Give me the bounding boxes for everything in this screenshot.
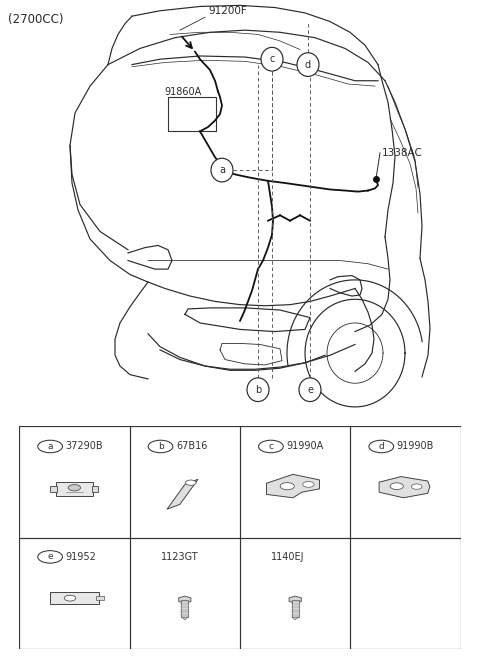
Circle shape — [38, 550, 62, 563]
Bar — [50, 486, 57, 491]
Text: a: a — [48, 442, 53, 451]
Polygon shape — [167, 480, 198, 509]
Bar — [56, 482, 93, 496]
Text: c: c — [268, 442, 274, 451]
Text: 91990B: 91990B — [397, 441, 434, 451]
Polygon shape — [289, 596, 301, 604]
Text: d: d — [378, 442, 384, 451]
Bar — [96, 596, 104, 600]
Text: b: b — [157, 442, 163, 451]
Circle shape — [186, 480, 196, 485]
Polygon shape — [379, 476, 430, 498]
Circle shape — [280, 483, 294, 490]
Text: 37290B: 37290B — [66, 441, 103, 451]
Polygon shape — [266, 474, 320, 498]
Text: a: a — [219, 165, 225, 175]
Circle shape — [148, 440, 173, 453]
Text: 91990A: 91990A — [287, 441, 324, 451]
Polygon shape — [292, 617, 299, 620]
Circle shape — [38, 440, 62, 453]
Circle shape — [64, 595, 76, 601]
Circle shape — [411, 484, 422, 489]
Circle shape — [247, 378, 269, 401]
Text: (2700CC): (2700CC) — [8, 13, 63, 26]
Circle shape — [299, 378, 321, 401]
Text: 1338AC: 1338AC — [382, 148, 423, 158]
Text: 1140EJ: 1140EJ — [271, 552, 304, 562]
Text: d: d — [305, 60, 311, 70]
Circle shape — [261, 47, 283, 71]
Polygon shape — [179, 596, 191, 604]
Polygon shape — [292, 600, 299, 617]
Polygon shape — [181, 617, 188, 620]
Text: 91200F: 91200F — [208, 6, 247, 16]
Circle shape — [259, 440, 283, 453]
Text: e: e — [307, 384, 313, 395]
Circle shape — [369, 440, 394, 453]
Circle shape — [303, 482, 314, 487]
Text: e: e — [48, 552, 53, 562]
Bar — [50, 592, 99, 604]
Bar — [92, 486, 98, 491]
Circle shape — [68, 485, 81, 491]
Circle shape — [390, 483, 403, 489]
Text: 91860A: 91860A — [164, 87, 201, 97]
Text: 91952: 91952 — [66, 552, 96, 562]
Text: 67B16: 67B16 — [176, 441, 207, 451]
Polygon shape — [181, 600, 188, 617]
Text: 1123GT: 1123GT — [160, 552, 198, 562]
Text: b: b — [255, 384, 261, 395]
Circle shape — [211, 158, 233, 182]
Circle shape — [297, 52, 319, 77]
Bar — [168, 97, 216, 131]
Text: c: c — [269, 54, 275, 64]
